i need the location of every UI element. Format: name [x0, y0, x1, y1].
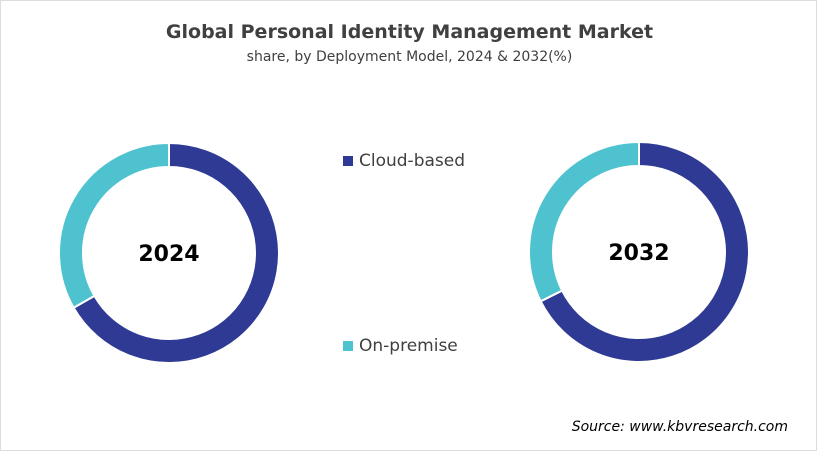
- chart-title: Global Personal Identity Management Mark…: [165, 21, 654, 43]
- donut-slice-2032-on-premise: [528, 140, 640, 303]
- donut-center-label-2024: 2024: [138, 242, 199, 267]
- donut-slice-2024-on-premise: [58, 141, 170, 310]
- legend-item-on-premise: On-premise: [343, 336, 458, 356]
- donut-slice-2032-cloud-based: [539, 140, 750, 363]
- legend-swatch-on-premise: [343, 341, 353, 351]
- donut-center-label-2032: 2032: [608, 241, 669, 266]
- donut-slice-2024-cloud-based: [72, 141, 280, 364]
- legend-swatch-cloud-based: [343, 156, 353, 166]
- legend-label: Cloud-based: [359, 151, 466, 171]
- source-note: Source: www.kbvresearch.com: [571, 419, 788, 435]
- chart-subtitle: share, by Deployment Model, 2024 & 2032(…: [246, 49, 573, 65]
- legend-label: On-premise: [359, 336, 458, 356]
- legend-item-cloud-based: Cloud-based: [343, 151, 465, 171]
